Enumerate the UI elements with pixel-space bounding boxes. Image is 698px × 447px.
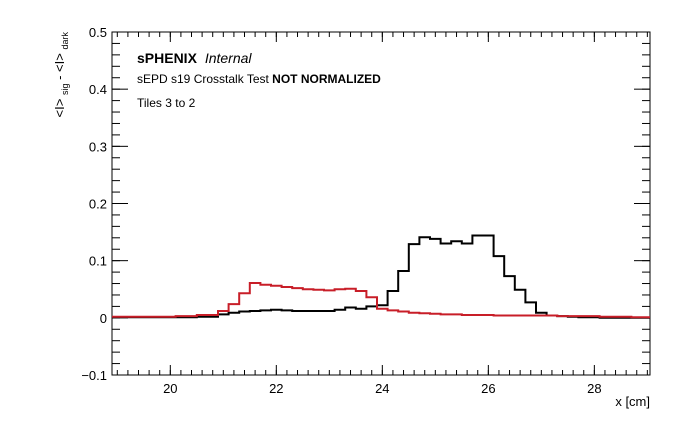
- x-axis-title: x [cm]: [615, 394, 650, 409]
- y-title-minus: -: [52, 72, 67, 80]
- y-axis-title: <I> sig - <I> dark: [52, 32, 71, 118]
- x-tick-label: 28: [587, 381, 601, 396]
- series-layer: [112, 234, 650, 319]
- y-title-base: <I>: [52, 99, 67, 118]
- x-tick-label: 20: [163, 381, 177, 396]
- title-bold: sPHENIX: [137, 50, 198, 66]
- x-tick-label: 22: [269, 381, 283, 396]
- y-title-base-sub: sig: [60, 84, 70, 96]
- y-tick-label: −0.1: [81, 368, 107, 383]
- y-tick-label: 0: [100, 311, 107, 326]
- x-tick-label: 24: [375, 381, 389, 396]
- title-italic: Internal: [205, 50, 253, 66]
- y-title-sub-term: <I>: [52, 53, 67, 72]
- y-tick-label: 0.4: [89, 82, 107, 97]
- tick-labels: 20 22 24 26 28 −0.1 0 0.1 0.2 0.3 0.4 0.5: [81, 25, 601, 396]
- tiles-label: Tiles 3 to 2: [137, 96, 196, 110]
- x-tick-label: 26: [481, 381, 495, 396]
- experiment-title: sPHENIX Internal: [137, 50, 252, 66]
- series-red-histogram: [112, 282, 650, 319]
- series-black-histogram: [112, 234, 650, 319]
- svg-text:<I> sig -: <I> sig - <I> dark: [52, 32, 71, 118]
- y-tick-label: 0.2: [89, 197, 107, 212]
- y-tick-label: 0.3: [89, 139, 107, 154]
- description-bold: NOT NORMALIZED: [272, 72, 381, 86]
- y-title-sub-term-sub: dark: [60, 32, 70, 50]
- test-description: sEPD s19 Crosstalk Test NOT NORMALIZED: [137, 72, 381, 86]
- description-normal: sEPD s19 Crosstalk Test: [137, 72, 272, 86]
- y-tick-label: 0.5: [89, 25, 107, 40]
- y-tick-label: 0.1: [89, 254, 107, 269]
